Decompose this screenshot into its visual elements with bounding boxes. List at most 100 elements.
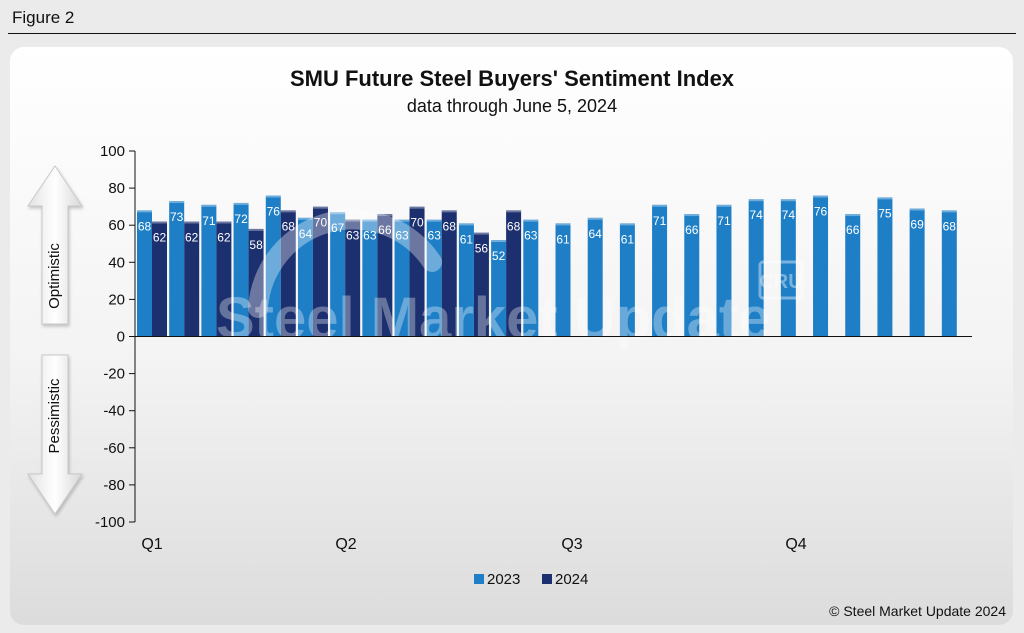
bar-2023-24 — [877, 197, 893, 337]
data-label-2023-5: 76 — [267, 205, 281, 219]
bar-2024-1 — [152, 221, 167, 337]
data-label-2023-8: 63 — [363, 229, 377, 243]
data-label-2023-18: 66 — [685, 223, 699, 237]
quarter-label-q4: Q4 — [785, 536, 806, 553]
data-label-2024-9: 70 — [410, 216, 424, 230]
chart-title: SMU Future Steel Buyers' Sentiment Index — [289, 66, 735, 91]
data-label-2023-9: 63 — [395, 229, 409, 243]
optimistic-label: Optimistic — [46, 243, 63, 309]
bar-highlight-2023-9 — [394, 219, 410, 222]
data-label-2023-1: 68 — [138, 219, 152, 233]
data-label-2023-10: 63 — [428, 229, 442, 243]
y-tick-label: -40 — [103, 403, 125, 420]
bar-highlight-2023-5 — [265, 195, 281, 198]
bar-2023-21 — [780, 199, 796, 337]
data-label-2024-1: 62 — [153, 230, 167, 244]
data-label-2024-11: 56 — [475, 242, 489, 256]
bar-2023-10 — [426, 219, 442, 337]
bar-2023-11 — [458, 223, 474, 337]
bar-highlight-2024-10 — [441, 210, 457, 213]
data-label-2024-7: 63 — [346, 229, 360, 243]
bar-highlight-2024-3 — [216, 221, 232, 224]
bar-2023-17 — [652, 204, 668, 337]
y-tick-label: 20 — [108, 291, 125, 308]
bar-highlight-2023-1 — [137, 210, 152, 213]
bar-highlight-2023-18 — [684, 214, 700, 217]
bar-highlight-2023-22 — [813, 195, 829, 198]
bar-2023-6 — [297, 217, 313, 337]
bar-highlight-2023-7 — [330, 212, 346, 215]
bar-2023-7 — [330, 212, 346, 337]
quarter-label-q3: Q3 — [561, 536, 582, 553]
bar-2023-14 — [555, 223, 571, 337]
bar-2023-23 — [845, 214, 861, 337]
legend-label-2024: 2024 — [555, 571, 588, 588]
bar-highlight-2023-8 — [362, 219, 378, 222]
legend-label-2023: 2023 — [487, 571, 520, 588]
bar-highlight-2024-12 — [506, 210, 522, 213]
bar-highlight-2024-4 — [248, 228, 264, 231]
bar-2023-20 — [748, 199, 764, 337]
bar-highlight-2023-21 — [780, 199, 796, 202]
y-tick-label: -80 — [103, 477, 125, 494]
y-tick-label: 0 — [117, 329, 125, 346]
bar-2023-25 — [909, 208, 925, 337]
bar-2024-4 — [248, 228, 264, 337]
bar-2024-3 — [216, 221, 232, 337]
bar-highlight-2024-9 — [409, 206, 425, 209]
data-label-2023-19: 71 — [717, 214, 731, 228]
bar-2023-1 — [137, 210, 152, 337]
bar-highlight-2023-13 — [523, 219, 539, 222]
data-label-2024-12: 68 — [507, 219, 521, 233]
bar-highlight-2023-26 — [941, 210, 957, 213]
bar-2023-13 — [523, 219, 539, 337]
bar-highlight-2024-8 — [377, 214, 393, 217]
copyright-text: © Steel Market Update 2024 — [829, 603, 1006, 619]
bar-2023-15 — [587, 217, 603, 337]
bar-highlight-2023-2 — [169, 201, 185, 204]
bar-highlight-2023-17 — [652, 204, 668, 207]
watermark-logo-box — [758, 260, 804, 300]
data-label-2023-24: 75 — [878, 206, 892, 220]
bar-2024-9 — [409, 206, 425, 337]
data-label-2023-20: 74 — [749, 208, 763, 222]
bar-2023-4 — [233, 202, 249, 337]
bar-highlight-2023-12 — [491, 240, 507, 243]
quarter-label-q1: Q1 — [141, 536, 162, 553]
data-label-2023-26: 68 — [943, 219, 957, 233]
bar-2023-3 — [201, 204, 217, 337]
data-label-2024-2: 62 — [185, 230, 199, 244]
y-tick-label: 100 — [100, 143, 125, 160]
bar-highlight-2023-3 — [201, 204, 217, 207]
watermark-text: Steel Market Update — [216, 286, 770, 351]
bar-highlight-2023-6 — [297, 217, 313, 220]
data-label-2023-25: 69 — [910, 218, 924, 232]
data-label-2023-11: 61 — [460, 232, 474, 246]
bar-2024-11 — [473, 232, 489, 337]
data-label-2023-14: 61 — [556, 232, 570, 246]
bar-highlight-2023-11 — [458, 223, 474, 226]
bar-2023-16 — [619, 223, 635, 337]
y-tick-label: -60 — [103, 440, 125, 457]
pessimistic-arrow — [27, 354, 83, 515]
watermark-swoosh — [248, 209, 442, 318]
data-label-2024-5: 68 — [282, 219, 296, 233]
data-label-2023-13: 63 — [524, 229, 538, 243]
chart-subtitle: data through June 5, 2024 — [406, 96, 618, 116]
bar-2024-8 — [377, 214, 393, 337]
bar-highlight-2023-4 — [233, 202, 249, 205]
bar-highlight-2024-7 — [345, 219, 361, 222]
data-label-2023-7: 67 — [331, 221, 345, 235]
y-tick-label: 60 — [108, 217, 125, 234]
data-label-2023-22: 76 — [814, 205, 828, 219]
bar-2023-12 — [491, 240, 507, 337]
figure-label: Figure 2 — [12, 8, 75, 27]
data-label-2023-21: 74 — [782, 208, 796, 222]
bar-2023-22 — [813, 195, 829, 337]
data-label-2023-6: 64 — [299, 227, 313, 241]
bar-2023-2 — [169, 201, 185, 337]
bar-2023-5 — [265, 195, 281, 337]
watermark: Steel Market Update CRU — [216, 209, 804, 351]
figure-rule — [8, 33, 1016, 34]
